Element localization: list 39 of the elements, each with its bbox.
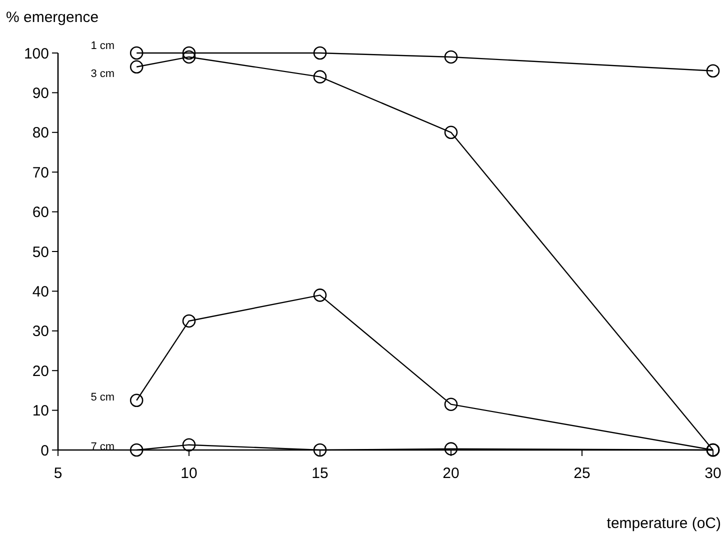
- point: [313, 70, 327, 84]
- y-tick-label: 90: [32, 84, 49, 102]
- x-tick-label: 5: [54, 465, 62, 482]
- point: [444, 442, 458, 456]
- x-tick-label: 20: [442, 465, 460, 482]
- y-tick-label: 100: [24, 45, 49, 62]
- series-label: 1 cm: [90, 40, 115, 52]
- x-tick-label: 10: [180, 465, 198, 482]
- y-tick-label: 10: [32, 402, 49, 420]
- point: [706, 64, 720, 78]
- y-tick-label: 60: [32, 204, 49, 222]
- x-axis-title: temperature (oC): [606, 515, 721, 532]
- point: [130, 46, 144, 60]
- point: [130, 443, 144, 457]
- x-tick-label: 25: [574, 465, 590, 482]
- point: [130, 60, 144, 74]
- y-tick-label: 70: [32, 164, 49, 182]
- point: [182, 46, 196, 60]
- y-tick-label: 80: [32, 124, 49, 142]
- point: [130, 394, 144, 408]
- point: [444, 398, 458, 411]
- point: [444, 126, 458, 140]
- point: [444, 50, 458, 64]
- series-label: 3 cm: [90, 68, 115, 80]
- y-tick-label: 0: [40, 442, 49, 460]
- x-tick-label: 30: [704, 465, 722, 482]
- point: [182, 438, 196, 452]
- y-tick-label: 30: [32, 323, 49, 340]
- point: [313, 443, 327, 457]
- point: [313, 46, 327, 60]
- x-tick-label: 15: [312, 465, 328, 482]
- series-label: 5 cm: [90, 391, 115, 404]
- point: [313, 288, 327, 302]
- y-tick-label: 20: [32, 362, 49, 380]
- y-tick-label: 50: [32, 244, 49, 261]
- point: [182, 50, 196, 64]
- y-axis-title: % emergence: [6, 9, 99, 26]
- point: [182, 314, 196, 328]
- y-tick-label: 40: [32, 283, 49, 300]
